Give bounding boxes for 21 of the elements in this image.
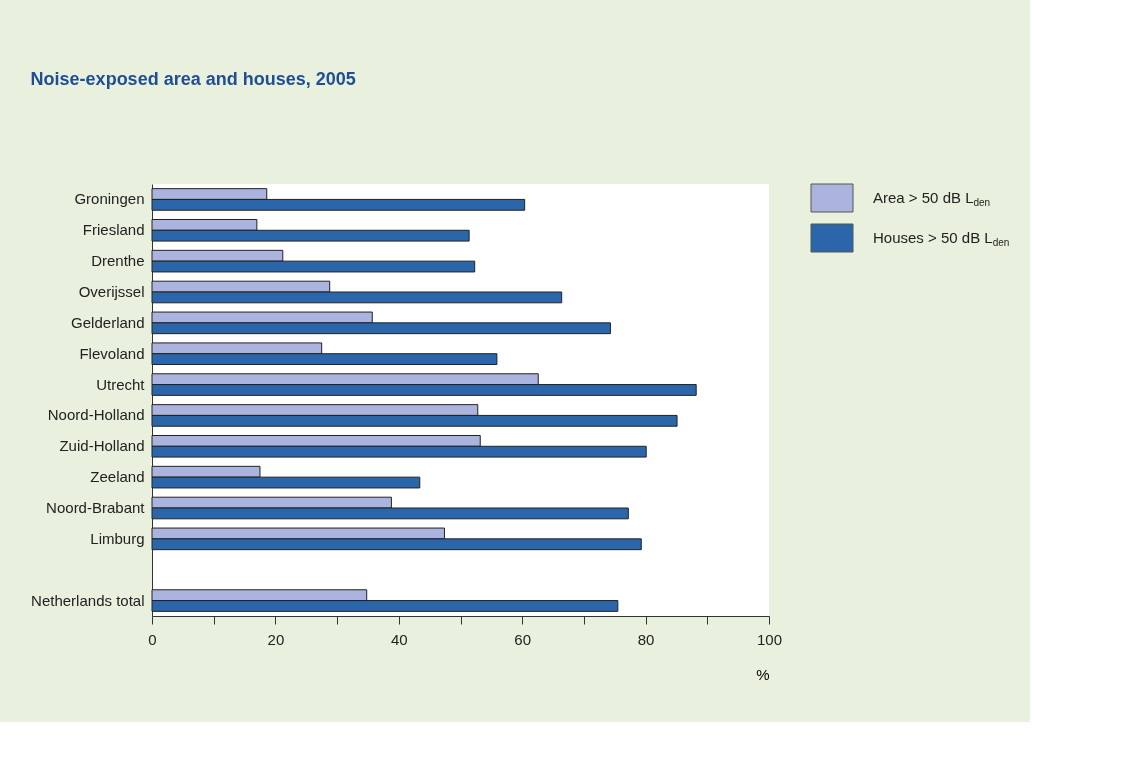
y-tick-label: Zuid-Holland — [59, 437, 145, 455]
y-tick-label: Overijssel — [78, 283, 145, 300]
x-tick-label: 60 — [514, 630, 532, 648]
x-tick-label: 100 — [756, 630, 783, 648]
y-tick-label: Noord-Holland — [47, 406, 145, 424]
y-tick-label: Limburg — [90, 529, 145, 547]
y-tick-label: Drenthe — [91, 252, 145, 270]
x-tick-label: 40 — [390, 630, 408, 648]
chart-title: Noise-exposed area and houses, 2005 — [30, 68, 356, 89]
y-tick-label: Utrecht — [96, 375, 146, 393]
x-tick-label: 20 — [267, 630, 285, 648]
y-tick-label: Noord-Brabant — [46, 499, 146, 516]
x-tick-label: 80 — [637, 630, 655, 648]
y-tick-label: Gelderland — [71, 313, 145, 331]
x-axis-title: % — [756, 665, 770, 683]
y-tick-label: Friesland — [82, 221, 145, 239]
y-tick-label: Netherlands total — [31, 591, 145, 609]
y-tick-label: Groningen — [74, 190, 145, 208]
x-tick-label: 0 — [148, 630, 157, 648]
y-tick-label: Flevoland — [79, 344, 145, 362]
y-tick-label: Zeeland — [90, 468, 145, 486]
